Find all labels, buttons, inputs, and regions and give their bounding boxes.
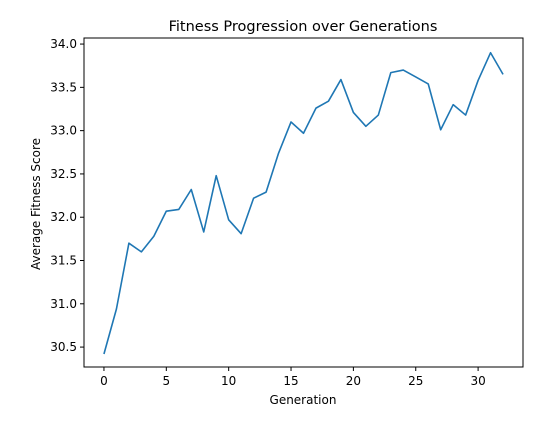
x-tick-label: 20 <box>346 374 361 388</box>
x-tick-label: 15 <box>283 374 298 388</box>
y-axis-label: Average Fitness Score <box>29 138 43 270</box>
y-tick-label: 33.5 <box>50 80 77 94</box>
y-axis-ticks: 30.5 31.0 31.5 32.0 32.5 33.0 33.5 34.0 <box>50 37 84 354</box>
series-layer <box>103 51 504 355</box>
axes-frame <box>83 37 524 368</box>
x-axis-ticks: 0 5 10 15 20 25 30 <box>100 367 486 388</box>
y-tick-label: 33.0 <box>50 124 77 138</box>
x-tick-label: 30 <box>470 374 485 388</box>
x-tick-label: 10 <box>221 374 236 388</box>
chart-title: Fitness Progression over Generations <box>169 19 438 35</box>
x-tick-label: 0 <box>100 374 108 388</box>
y-tick-label: 30.5 <box>50 340 77 354</box>
y-tick-label: 31.5 <box>50 254 77 268</box>
y-tick-label: 34.0 <box>50 37 77 51</box>
x-tick-label: 5 <box>162 374 170 388</box>
series-line <box>103 51 504 355</box>
x-tick-label: 25 <box>408 374 423 388</box>
x-axis-label: Generation <box>270 393 337 407</box>
y-tick-label: 32.5 <box>50 167 77 181</box>
y-tick-label: 32.0 <box>50 210 77 224</box>
y-tick-label: 31.0 <box>50 297 77 311</box>
